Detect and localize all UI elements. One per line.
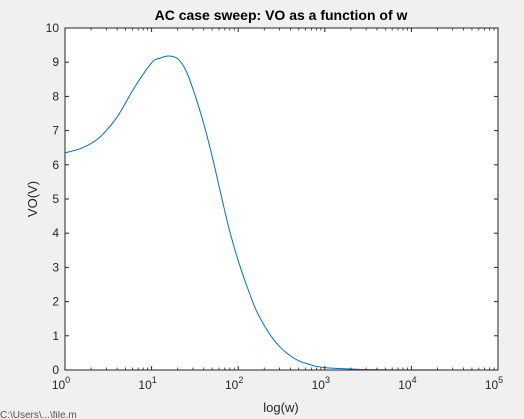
x-tick-base: 10 <box>312 378 326 392</box>
y-tick-label: 1 <box>52 329 59 343</box>
chart-title: AC case sweep: VO as a function of w <box>155 7 408 23</box>
x-tick-base: 10 <box>398 378 412 392</box>
y-tick-label: 8 <box>52 89 59 103</box>
y-tick-label: 0 <box>52 363 59 377</box>
x-tick-exponent: 1 <box>152 375 157 385</box>
x-tick-label: 104 <box>398 375 416 392</box>
y-tick-label: 9 <box>52 55 59 69</box>
x-tick-base: 10 <box>225 378 239 392</box>
x-tick-exponent: 2 <box>238 375 243 385</box>
y-tick-label: 3 <box>52 260 59 274</box>
x-tick-base: 10 <box>52 378 66 392</box>
x-tick-exponent: 5 <box>498 375 503 385</box>
x-tick-exponent: 4 <box>412 375 417 385</box>
plot-area-background <box>65 28 498 370</box>
y-tick-label: 6 <box>52 158 59 172</box>
x-tick-label: 100 <box>52 375 70 392</box>
x-tick-base: 10 <box>485 378 499 392</box>
y-tick-label: 10 <box>46 21 60 35</box>
y-tick-label: 7 <box>52 124 59 138</box>
y-axis-label: VO(V) <box>25 181 40 217</box>
x-tick-exponent: 3 <box>325 375 330 385</box>
x-tick-label: 101 <box>138 375 156 392</box>
y-tick-label: 5 <box>52 192 59 206</box>
x-tick-base: 10 <box>138 378 152 392</box>
x-axis-label: log(w) <box>263 400 298 415</box>
x-tick-exponent: 0 <box>65 375 70 385</box>
x-tick-label: 103 <box>312 375 330 392</box>
x-tick-label: 105 <box>485 375 503 392</box>
y-tick-label: 4 <box>52 226 59 240</box>
x-tick-label: 102 <box>225 375 243 392</box>
footer-path-fragment: C:\Users\...\file.m <box>0 411 77 419</box>
plot-frame <box>64 27 499 371</box>
y-tick-label: 2 <box>52 295 59 309</box>
